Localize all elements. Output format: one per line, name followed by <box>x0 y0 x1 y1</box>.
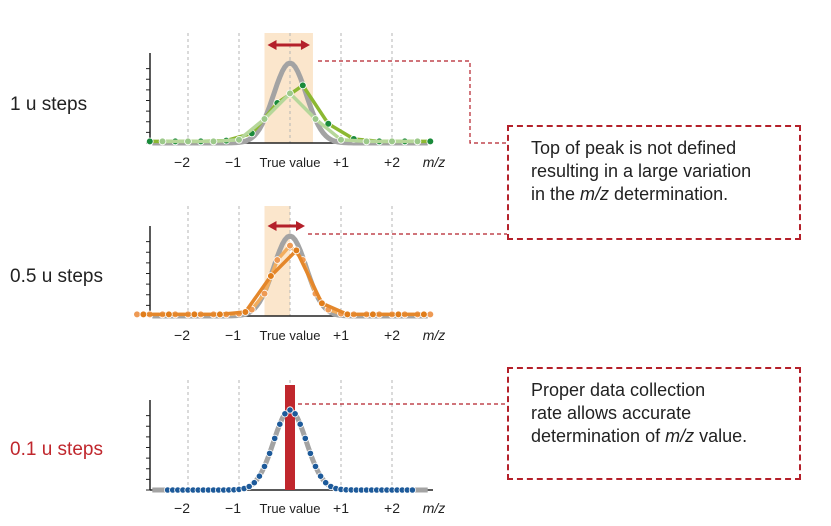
true-value-bar <box>285 385 295 490</box>
tick-label: −2 <box>174 327 190 343</box>
sample-point <box>296 420 304 428</box>
tick-label: −1 <box>225 154 241 170</box>
sample-point <box>306 449 314 457</box>
sample-point <box>311 462 320 470</box>
sample-point <box>362 137 371 146</box>
sample-point <box>276 420 284 428</box>
arrow-head-right <box>300 40 310 50</box>
tick-label: −1 <box>225 500 241 516</box>
callout-2-line-1: Proper data collection <box>531 380 706 400</box>
sample-point <box>291 410 299 418</box>
callout-1-line-2: resulting in a large variation <box>531 161 752 181</box>
sample-point <box>235 136 243 144</box>
sample-point <box>146 137 154 146</box>
true-value-label: True value <box>260 328 321 343</box>
row-label-0-1u: 0.1 u steps <box>10 439 103 460</box>
plot-0-1u-steps: −2 −1 +1 +2 True value m/z <box>146 380 445 516</box>
true-value-label: True value <box>260 501 321 516</box>
sample-point <box>273 256 282 264</box>
sample-point <box>158 137 167 146</box>
true-value-label: True value <box>260 155 321 170</box>
mz-unit-label: m/z <box>423 500 446 516</box>
sample-point <box>190 310 199 319</box>
sample-point <box>216 310 224 319</box>
sample-point <box>245 482 253 491</box>
sample-point <box>286 89 294 98</box>
callout-1-line-3-pre: in the <box>531 184 581 204</box>
tick-label: −2 <box>174 154 190 170</box>
sample-point <box>420 310 428 319</box>
sample-point <box>184 137 192 146</box>
arrow-head-right <box>296 221 305 231</box>
sample-point <box>209 137 218 146</box>
sample-point <box>267 272 275 280</box>
sample-point <box>281 410 289 418</box>
sample-point <box>265 449 274 457</box>
sample-point <box>165 310 173 319</box>
callout-proper-rate: Proper data collection rate allows accur… <box>507 367 801 480</box>
sample-point <box>322 479 330 487</box>
mz-unit-label: m/z <box>423 327 446 343</box>
sample-point <box>260 289 269 298</box>
sample-point <box>286 406 294 414</box>
tick-label: +2 <box>384 154 400 170</box>
plot-1u-steps: −2 −1 +1 +2 True value m/z <box>146 33 445 170</box>
callout-1-line-3-post: determination. <box>609 184 729 204</box>
sample-point <box>316 472 325 480</box>
sample-point <box>250 479 258 487</box>
sample-point <box>337 136 345 144</box>
sample-point <box>426 137 435 146</box>
callout-2-line-3-pre: determination of <box>531 426 666 446</box>
sample-point <box>369 310 377 319</box>
tick-label: +1 <box>333 500 349 516</box>
row-label-0-5u: 0.5 u steps <box>10 266 103 287</box>
sample-point <box>318 299 326 308</box>
arrow-head-left <box>267 40 277 50</box>
callout-1-line-1: Top of peak is not defined <box>531 138 737 158</box>
sample-point <box>286 241 294 250</box>
callout-2-mz: m/z <box>665 426 695 446</box>
sample-point <box>311 115 320 123</box>
callout-1-mz: m/z <box>580 184 610 204</box>
connector-1u <box>318 60 507 144</box>
tick-label: +1 <box>333 154 349 170</box>
callout-2-line-3-post: value. <box>694 426 748 446</box>
mz-unit-label: m/z <box>423 154 446 170</box>
sample-point <box>271 434 279 442</box>
tick-label: +2 <box>384 327 400 343</box>
sample-point <box>388 137 396 146</box>
sample-point <box>139 310 148 319</box>
sample-point <box>255 472 263 480</box>
sample-point <box>343 310 352 319</box>
sample-point <box>426 310 435 319</box>
plot-0-5u-steps: −2 −1 +1 +2 True value m/z <box>133 206 446 343</box>
sample-point <box>241 308 250 316</box>
sample-point <box>301 434 309 442</box>
sample-point <box>408 486 416 494</box>
callout-1-line-3: in the m/z determination. <box>531 183 785 206</box>
sample-point <box>413 137 422 146</box>
callout-2-line-3: determination of m/z value. <box>531 425 785 448</box>
sampled-series-line-1 <box>143 248 424 317</box>
sample-point <box>298 81 307 90</box>
callout-connectors <box>298 60 507 405</box>
tick-label: +2 <box>384 500 400 516</box>
tick-label: −1 <box>225 327 241 343</box>
tick-label: −2 <box>174 500 190 516</box>
arrow-head-left <box>267 221 277 231</box>
sample-point <box>133 310 141 319</box>
callout-2-line-2: rate allows accurate <box>531 403 692 423</box>
sample-point <box>260 462 269 470</box>
tick-label: +1 <box>333 327 349 343</box>
sample-point <box>260 115 269 123</box>
row-label-1u: 1 u steps <box>10 94 88 115</box>
callout-undefined-peak: Top of peak is not defined resulting in … <box>507 125 801 240</box>
sample-point <box>292 246 301 255</box>
sample-point <box>394 310 403 319</box>
